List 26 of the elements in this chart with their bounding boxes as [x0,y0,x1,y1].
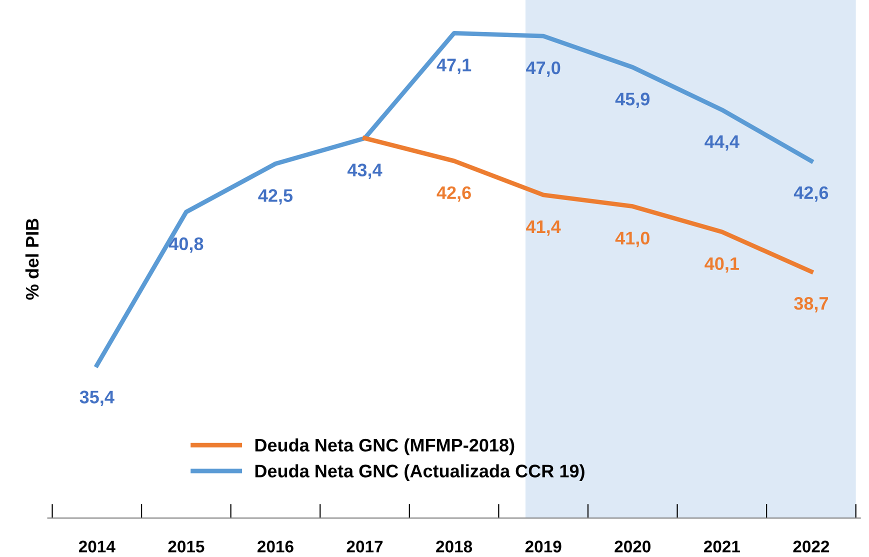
data-label: 42,6 [794,186,828,202]
data-label: 47,1 [436,58,472,74]
data-label: 41,0 [615,232,650,248]
x-tick-label: 2018 [436,540,472,552]
data-label: 38,7 [794,297,828,312]
data-label: 47,0 [526,61,560,77]
data-label: 42,5 [258,189,293,205]
x-tick-label: 2022 [793,540,830,552]
x-tick-label: 2015 [168,540,204,552]
x-tick-label: 2019 [525,540,562,552]
y-axis-title: % del PIB [25,218,39,300]
x-tick-label: 2020 [614,540,650,552]
x-tick-label: 2021 [704,540,740,552]
data-label: 40,1 [704,257,739,273]
data-label: 40,8 [168,237,204,253]
x-tick-label: 2014 [78,540,116,552]
data-label: 43,4 [347,164,382,180]
x-tick-label: 2017 [346,540,383,552]
legend-label: Deuda Neta GNC (MFMP-2018) [255,438,514,456]
legend-label: Deuda Neta GNC (Actualizada CCR 19) [255,464,584,482]
data-label: 41,4 [526,220,561,236]
data-label: 42,6 [436,186,471,202]
data-label: 35,4 [80,390,114,406]
data-label: 45,9 [615,92,650,108]
data-label: 44,4 [704,135,740,151]
x-tick-label: 2016 [258,540,294,552]
